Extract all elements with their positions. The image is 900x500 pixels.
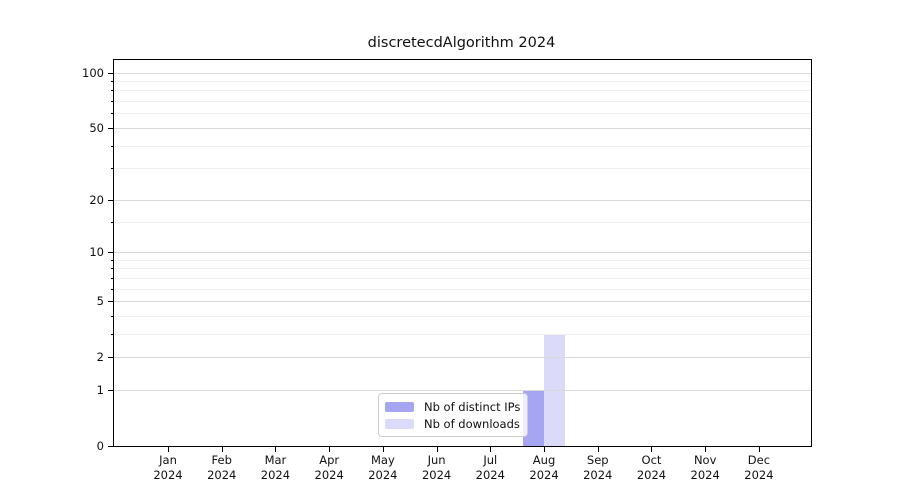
legend: Nb of distinct IPs Nb of downloads: [378, 393, 528, 437]
legend-swatch-downloads: [385, 419, 414, 429]
gridline-major: [114, 128, 811, 129]
gridline-minor: [114, 260, 811, 261]
x-axis-tick: [597, 446, 599, 452]
gridline-minor: [114, 146, 811, 147]
bar-downloads: [544, 333, 566, 446]
y-axis-tick-label: 0: [96, 439, 104, 453]
gridline-minor: [114, 168, 811, 169]
x-axis-tick: [168, 446, 169, 452]
chart-title: discretecdAlgorithm 2024: [367, 35, 556, 51]
gridline-major: [114, 252, 811, 253]
gridline-major: [114, 301, 811, 302]
y-axis-minor-tick: [111, 289, 114, 290]
legend-swatch-distinct-ips: [385, 402, 414, 412]
x-axis-tick: [275, 446, 277, 452]
x-axis-tick-label: Sep 2024: [583, 453, 613, 482]
y-axis-tick-label: 2: [96, 350, 104, 364]
y-axis-tick: [108, 390, 114, 391]
legend-label-distinct-ips: Nb of distinct IPs: [424, 400, 521, 414]
y-axis-tick: [108, 73, 114, 74]
x-axis-tick-label: Dec 2024: [744, 453, 774, 482]
y-axis-minor-tick: [111, 146, 114, 147]
x-axis-tick-label: Jun 2024: [421, 453, 452, 482]
legend-label-downloads: Nb of downloads: [424, 417, 520, 431]
y-axis-minor-tick: [111, 268, 114, 269]
x-axis-tick-label: Mar 2024: [260, 453, 291, 482]
y-axis-tick-label: 1: [96, 383, 104, 397]
gridline-minor: [114, 316, 811, 317]
y-axis-minor-tick: [111, 90, 114, 91]
gridline-minor: [114, 222, 811, 223]
x-axis-tick: [490, 446, 492, 452]
y-axis-minor-tick: [111, 316, 114, 317]
legend-row-distinct-ips: Nb of distinct IPs: [385, 399, 521, 415]
gridline-minor: [114, 268, 811, 269]
gridline-major: [114, 357, 811, 358]
gridline-minor: [114, 278, 811, 279]
x-axis-tick-label: Oct 2024: [636, 453, 667, 482]
y-axis-tick-label: 10: [89, 245, 104, 259]
x-axis-tick: [436, 446, 438, 452]
gridline-minor: [114, 101, 811, 102]
x-axis-tick-label: Feb 2024: [207, 453, 237, 482]
gridline-minor: [114, 289, 811, 290]
gridline-major: [114, 73, 811, 74]
gridline-minor: [114, 334, 811, 335]
bar-distinct-ips: [523, 389, 545, 446]
y-axis-minor-tick: [111, 113, 114, 114]
y-axis-tick-label: 50: [89, 121, 104, 135]
gridline-major: [114, 200, 811, 201]
x-axis-tick-label: Apr 2024: [314, 453, 344, 482]
y-axis-minor-tick: [111, 101, 114, 102]
y-axis-tick-label: 100: [82, 66, 104, 80]
y-axis-tick: [108, 252, 114, 253]
y-axis-tick: [108, 301, 114, 302]
legend-row-downloads: Nb of downloads: [385, 416, 520, 432]
x-axis-tick: [382, 446, 384, 452]
gridline-minor: [114, 90, 811, 91]
y-axis-tick: [108, 128, 114, 129]
y-axis-minor-tick: [111, 168, 114, 169]
y-axis-tick-label: 20: [89, 193, 104, 207]
x-axis-tick: [221, 446, 223, 452]
y-axis-tick: [108, 357, 114, 358]
x-axis-tick-label: Nov 2024: [690, 453, 720, 482]
plot-area: Nb of distinct IPs Nb of downloads 0 1 2 5 1…: [82, 59, 812, 482]
x-axis-tick-label: Aug 2024: [529, 453, 559, 482]
y-axis-minor-tick: [111, 222, 114, 223]
x-axis-tick: [651, 446, 653, 452]
x-axis-tick-label: Jul 2024: [475, 453, 505, 482]
x-axis-tick-label: May 2024: [368, 453, 398, 482]
y-axis-minor-tick: [111, 334, 114, 335]
x-axis-tick-label: Jan 2024: [153, 453, 183, 482]
x-axis-tick: [329, 446, 331, 452]
y-axis-minor-tick: [111, 278, 114, 279]
y-axis-tick: [108, 200, 114, 201]
gridline-minor: [114, 81, 811, 82]
x-axis-tick: [758, 446, 760, 452]
x-axis-tick: [705, 446, 707, 452]
y-axis-minor-tick: [111, 260, 114, 261]
y-axis-tick-label: 5: [96, 294, 104, 308]
gridline-major: [114, 390, 811, 391]
y-axis-tick: [108, 446, 114, 447]
x-axis-tick: [544, 446, 546, 452]
gridline-minor: [114, 113, 811, 114]
y-axis-minor-tick: [111, 81, 114, 82]
